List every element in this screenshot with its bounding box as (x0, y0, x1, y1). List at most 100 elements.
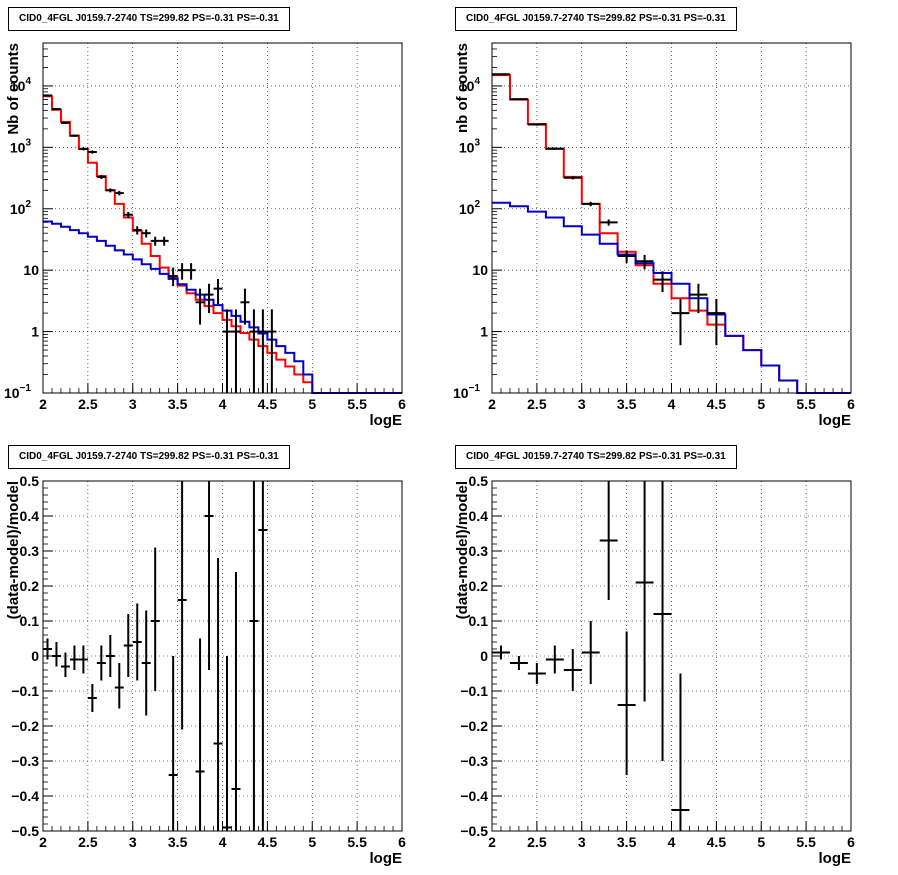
data-point (545, 645, 564, 674)
y-tick-label: −0.3 (11, 753, 39, 769)
x-tick-label: 2.5 (527, 834, 547, 850)
data-point (51, 108, 61, 111)
x-tick-label: 6 (847, 834, 855, 850)
y-tick-label: 10 (23, 262, 39, 278)
plot-frame (42, 42, 403, 394)
data-point (132, 603, 142, 681)
y-tick-label: 102 (459, 199, 481, 217)
data-point (141, 610, 151, 716)
x-axis-title: logE (819, 850, 852, 867)
chart-panel-4: 2 2.5 3 3.5 4 4.5 5 5.5 6 −0.5 −0.4 −0.3 −0.2 −0.1 0 0.… (454, 473, 855, 867)
data-point (60, 121, 70, 124)
data-point (581, 621, 600, 684)
data-point (581, 201, 600, 207)
chart-title-2: CID0_4FGL J0159.7-2740 TS=299.82 PS=-0.3… (455, 7, 737, 31)
y-tick-label: 0.2 (20, 578, 40, 594)
chart-panel-1: 2 2.5 3 3.5 4 4.5 5 5.5 6 10−1 1 10 102 103 104 logE Nb … (4, 42, 406, 429)
data-point (599, 481, 618, 600)
data-point (159, 236, 169, 246)
x-tick-label: 4 (219, 396, 227, 412)
data-point (267, 309, 277, 393)
data-point (60, 652, 70, 677)
x-tick-label: 4.5 (258, 396, 278, 412)
x-tick-label: 6 (398, 834, 406, 850)
x-tick-label: 3 (578, 834, 586, 850)
y-tick-label: −0.1 (460, 683, 488, 699)
y-tick-label: 0.3 (469, 543, 489, 559)
chart-panel-2: 2 2.5 3 3.5 4 4.5 5 5.5 6 10−1 1 10 102 103 104 logE nb … (453, 42, 855, 429)
data-point (168, 267, 178, 287)
data-point (671, 298, 690, 346)
x-tick-label: 5.5 (796, 834, 816, 850)
data-point (177, 263, 187, 280)
data-point (43, 638, 52, 660)
y-tick-label: 0.2 (469, 578, 489, 594)
plot-frame (491, 480, 852, 832)
y-tick-label: 0.5 (469, 473, 489, 489)
x-tick-label: 4 (668, 834, 676, 850)
y-tick-label: −0.4 (460, 788, 488, 804)
data-point (114, 663, 124, 709)
y-axis-title: Nb of counts (5, 43, 22, 135)
x-tick-label: 3.5 (168, 834, 188, 850)
x-axis-title: logE (819, 412, 852, 429)
data-point (150, 547, 160, 691)
y-tick-label: −0.4 (11, 788, 39, 804)
data-point (563, 649, 582, 691)
data-point (150, 236, 160, 246)
y-tick-label: 10−1 (4, 383, 31, 401)
y-tick-label: 103 (459, 137, 481, 155)
y-tick-label: 10 (472, 262, 488, 278)
x-tick-label: 2 (39, 834, 47, 850)
y-tick-label: 1 (480, 324, 488, 340)
data-point (69, 645, 79, 670)
y-tick-label: 10−1 (453, 383, 480, 401)
data-point (635, 481, 654, 702)
x-tick-label: 2.5 (78, 834, 98, 850)
data-point (204, 283, 214, 314)
data-point (492, 645, 510, 660)
x-tick-label: 2 (39, 396, 47, 412)
data-point (653, 481, 672, 761)
y-tick-label: 0.3 (20, 543, 40, 559)
data-point (168, 656, 178, 831)
data-point (249, 309, 259, 393)
data-point (671, 673, 690, 831)
data-point (186, 263, 196, 280)
x-axis-title: logE (370, 850, 403, 867)
data-point (707, 298, 726, 346)
data-point (96, 645, 106, 681)
x-tick-label: 5 (308, 396, 316, 412)
x-tick-label: 3 (129, 834, 137, 850)
data-point (204, 481, 214, 670)
x-tick-label: 3.5 (617, 396, 637, 412)
data-point (87, 684, 97, 712)
x-tick-label: 4 (668, 396, 676, 412)
plot-frame (491, 42, 852, 394)
x-tick-label: 2.5 (527, 396, 547, 412)
data-point (653, 271, 672, 293)
data-point (527, 123, 546, 126)
y-tick-label: 0.4 (20, 508, 40, 524)
data-point (222, 309, 232, 393)
data-point (177, 481, 187, 730)
y-tick-label: 0.4 (469, 508, 489, 524)
y-tick-label: 1 (31, 324, 39, 340)
data-point (617, 631, 636, 775)
y-axis-title: (data-model)/model (454, 481, 471, 619)
data-point (258, 481, 268, 831)
data-point (222, 656, 232, 831)
data-point (599, 219, 618, 226)
x-tick-label: 6 (398, 396, 406, 412)
chart-title-4: CID0_4FGL J0159.7-2740 TS=299.82 PS=-0.3… (455, 445, 737, 469)
model-histogram-total-model (492, 74, 851, 394)
data-point (69, 134, 79, 137)
data-point (213, 558, 223, 831)
x-tick-label: 3 (578, 396, 586, 412)
data-point (545, 147, 564, 151)
chart-panel-3: 2 2.5 3 3.5 4 4.5 5 5.5 6 −0.5 −0.4 −0.3 −0.2 −0.1 0 0.… (5, 473, 406, 867)
y-axis-title: (data-model)/model (5, 481, 22, 619)
x-tick-label: 5.5 (347, 396, 367, 412)
data-point (96, 174, 106, 180)
